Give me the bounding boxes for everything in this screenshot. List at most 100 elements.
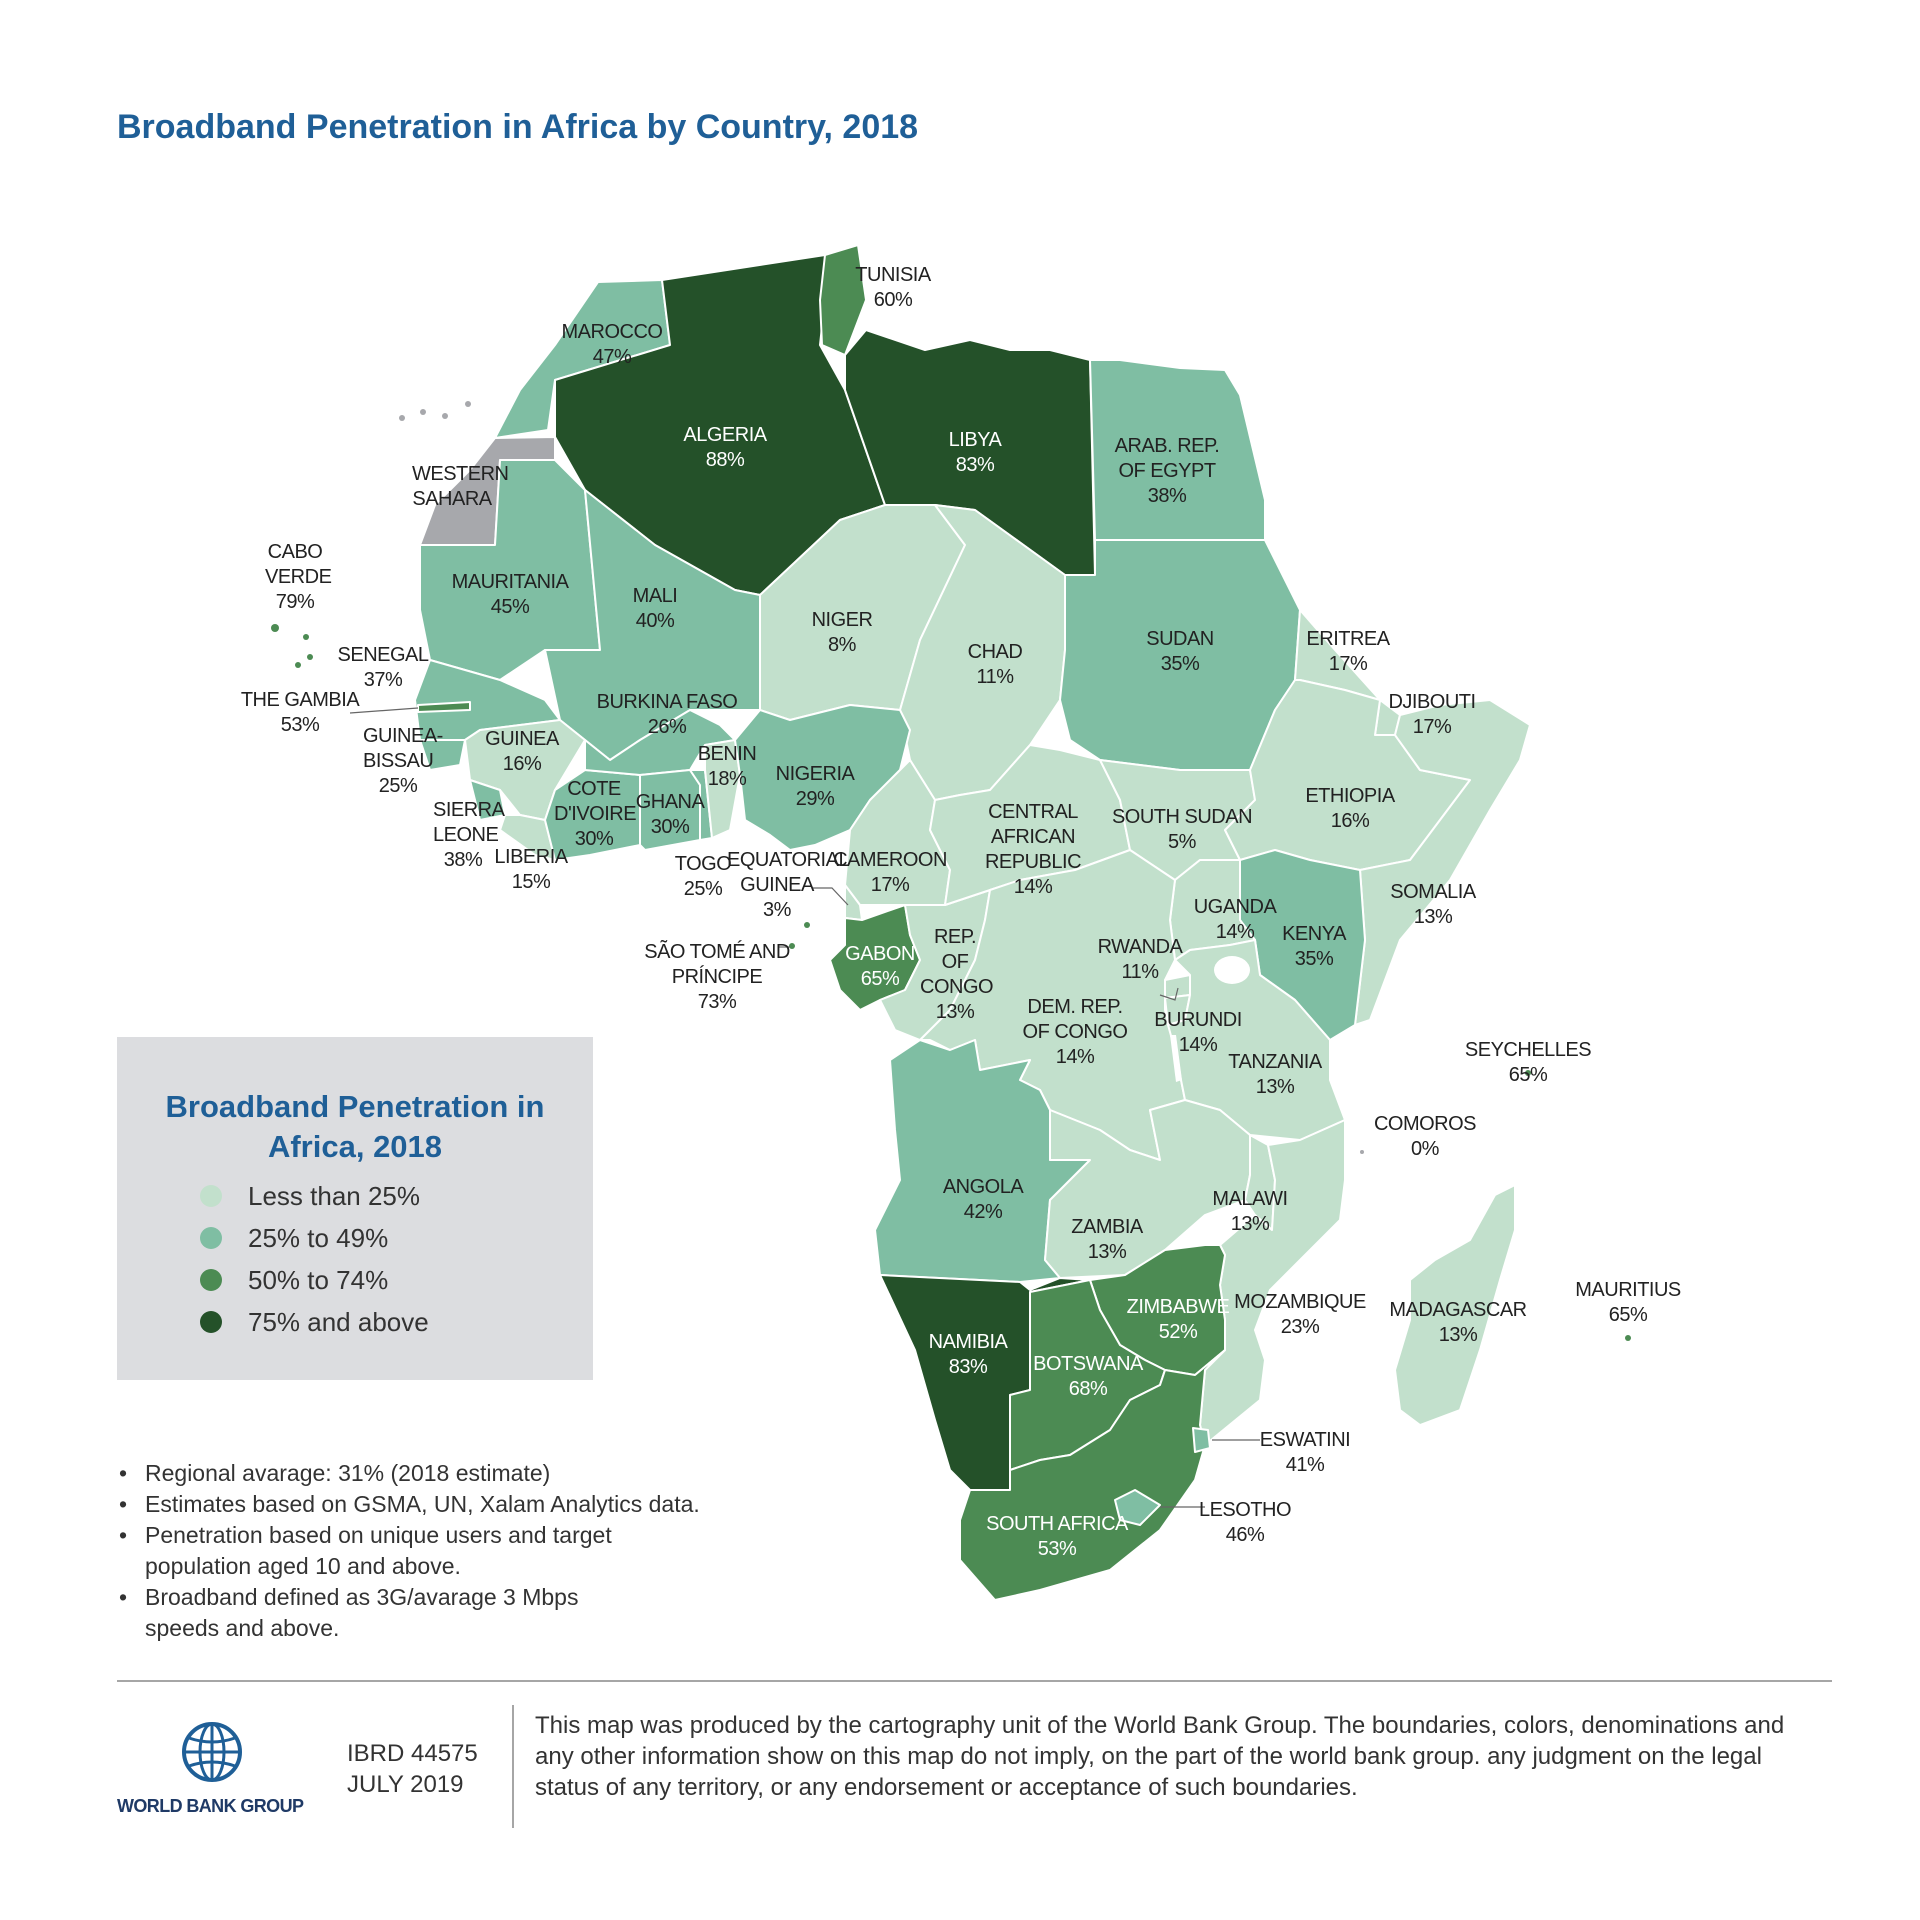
country-south-africa [959,1349,1226,1601]
label-gabon: GABON 65% [845,943,915,990]
label-sierra-leone: SIERRA LEONE 38% [433,799,505,871]
label-benin: BENIN 18% [697,743,757,790]
label-equatorial-guinea: EQUATORIAL GUINEA 3% [727,849,850,921]
legend-label: 25% to 49% [248,1222,389,1253]
notes-list: Regional avarage: 31% (2018 estimate) Es… [117,1458,817,1644]
legend: Broadband Penetration in Africa, 2018 Le… [117,1037,593,1380]
label-guinea: GUINEA 16% [485,728,559,775]
legend-title: Broadband Penetration in Africa, 2018 [165,1089,545,1164]
label-rwanda: RWANDA 11% [1097,936,1183,983]
note-item: Broadband defined as 3G/avarage 3 Mbps s… [117,1582,615,1644]
label-central-african-republic: CENTRAL AFRICAN REPUBLIC 14% [984,801,1082,898]
label-mali: MALI 40% [632,585,678,632]
label-the-gambia: THE GAMBIA 53% [240,689,360,736]
note-item: Estimates based on GSMA, UN, Xalam Analy… [117,1489,817,1520]
island-canary-1 [399,415,405,421]
label-tunisia: TUNISIA 60% [855,264,931,311]
label-zambia: ZAMBIA 13% [1071,1216,1143,1263]
label-western-sahara: WESTERN SAHARA [412,463,509,510]
label-kenya: KENYA 35% [1282,923,1346,970]
leader-equatorial-guinea [812,887,849,906]
label-mauritius: MAURITIUS 65% [1575,1279,1681,1326]
country-somalia [1354,699,1531,1026]
label-nigeria: NIGERIA 29% [775,763,855,810]
country-guinea-bissau [419,739,466,771]
island-sao-tome [789,943,795,949]
legend-item-50-to-74: 50% to 74% [200,1265,388,1295]
label-algeria: ALGERIA 88% [683,424,767,471]
label-south-sudan: SOUTH SUDAN 5% [1111,806,1253,853]
label-burkina-faso: BURKINA FASO 26% [596,691,738,738]
country-eswatini [1192,1427,1211,1453]
label-uganda: UGANDA 14% [1193,896,1277,943]
label-angola: ANGOLA 42% [942,1176,1024,1223]
label-togo: TOGO 25% [674,853,732,900]
footer-divider [117,1680,1832,1682]
island-mauritius [1625,1335,1631,1341]
legend-label: 50% to 74% [248,1264,389,1295]
label-guinea-bissau: GUINEA-BISSAU 25% [363,725,443,797]
label-senegal: SENEGAL 37% [337,644,429,691]
label-liberia: LIBERIA 15% [494,846,568,893]
label-cote-divoire: COTE D'IVOIRE 30% [554,778,637,850]
legend-swatch [200,1185,222,1207]
label-malawi: MALAWI 13% [1212,1188,1288,1235]
legend-swatch [200,1311,222,1333]
map-reference: IBRD 44575 JULY 2019 [347,1738,478,1800]
label-botswana: BOTSWANA 68% [1033,1353,1143,1400]
lake-victoria [1214,956,1250,984]
label-mauritania: MAURITANIA 45% [451,571,569,618]
map-id: IBRD 44575 [347,1740,478,1767]
leader-gambia [349,707,419,714]
label-mozambique: MOZAMBIQUE 23% [1234,1291,1366,1338]
label-seychelles: SEYCHELLES 65% [1464,1039,1592,1086]
label-djibouti: DJIBOUTI 17% [1388,691,1476,738]
island-comoros [1360,1150,1364,1154]
label-morocco: MAROCCO 47% [561,321,663,368]
label-dem-rep-of-congo: DEM. REP. OF CONGO 14% [1022,996,1128,1068]
label-chad: CHAD 11% [967,641,1023,688]
legend-item-less-than-25: Less than 25% [200,1181,420,1211]
label-rep-of-congo: REP. OF CONGO 13% [920,926,994,1023]
country-madagascar [1394,1184,1516,1426]
label-madagascar: MADAGASCAR 13% [1389,1299,1527,1346]
label-niger: NIGER 8% [811,609,873,656]
legend-item-25-to-49: 25% to 49% [200,1223,388,1253]
label-somalia: SOMALIA 13% [1390,881,1476,928]
world-bank-logo: WORLD BANK GROUP [117,1720,307,1820]
globe-icon [182,1722,242,1782]
label-sao-tome: SÃO TOMÉ AND PRÍNCIPE 73% [644,941,790,1013]
label-namibia: NAMIBIA 83% [928,1331,1008,1378]
label-cabo-verde: CABO VERDE 79% [265,541,332,613]
label-cameroon: CAMEROON 17% [833,849,947,896]
label-libya: LIBYA 83% [948,429,1002,476]
label-south-africa: SOUTH AFRICA 53% [986,1513,1128,1560]
label-lesotho: LESOTHO 46% [1198,1499,1292,1546]
label-zimbabwe: ZIMBABWE 52% [1126,1296,1230,1343]
island-cabo-verde-1 [271,624,279,632]
island-canary-2 [420,409,426,415]
label-sudan: SUDAN 35% [1146,628,1214,675]
footer-separator [512,1705,514,1828]
label-comoros: COMOROS 0% [1373,1113,1477,1160]
island-principe [804,922,810,928]
label-eritrea: ERITREA 17% [1306,628,1390,675]
island-cabo-verde-4 [307,654,313,660]
label-ethiopia: ETHIOPIA 16% [1305,785,1395,832]
island-seychelles [1525,1070,1531,1076]
map-date: JULY 2019 [347,1771,464,1798]
label-eswatini: ESWATINI 41% [1259,1429,1351,1476]
island-canary-3 [442,413,448,419]
legend-label: Less than 25% [248,1180,421,1211]
lake-tanganyika [1170,1035,1182,1082]
legend-label: 75% and above [248,1306,429,1337]
country-the-gambia [417,701,471,713]
label-ghana: GHANA 30% [635,791,705,838]
label-egypt: ARAB. REP. OF EGYPT 38% [1114,435,1220,507]
country-lesotho [1114,1489,1161,1526]
island-cabo-verde-3 [295,662,301,668]
note-item: Regional avarage: 31% (2018 estimate) [117,1458,817,1489]
island-cabo-verde-2 [303,634,309,640]
legend-swatch [200,1227,222,1249]
legend-swatch [200,1269,222,1291]
